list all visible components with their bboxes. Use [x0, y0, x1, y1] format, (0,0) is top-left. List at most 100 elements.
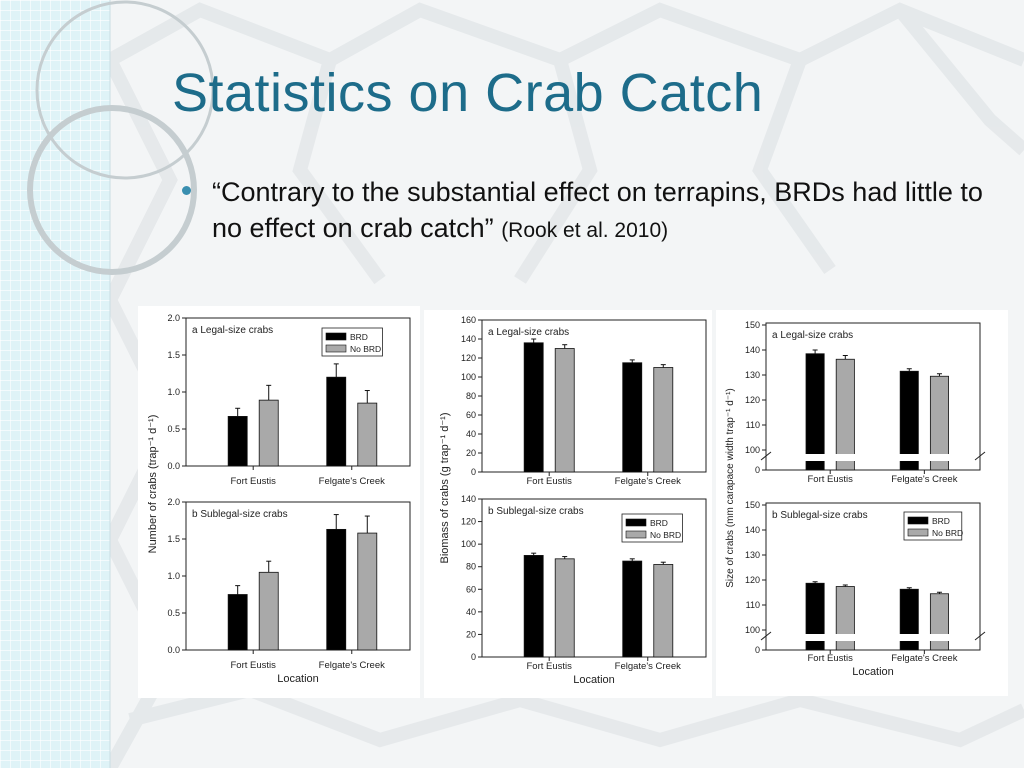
- bar: [258, 571, 279, 651]
- x-tick-label: Felgate's Creek: [615, 661, 681, 672]
- legend-label: No BRD: [932, 528, 963, 538]
- panel-title: b Sublegal-size crabs: [772, 510, 868, 521]
- y-tick-label: 0: [471, 652, 476, 662]
- panel-title: b Sublegal-size crabs: [192, 509, 288, 520]
- legend-label: No BRD: [650, 530, 681, 540]
- legend-label: BRD: [932, 516, 950, 526]
- y-tick-label: 80: [466, 562, 476, 572]
- x-axis-label: Location: [852, 666, 894, 678]
- bar: [357, 402, 378, 467]
- bar: [523, 342, 544, 473]
- y-tick-label: 130: [745, 370, 760, 380]
- axis-break-band: [767, 634, 979, 641]
- bar: [227, 594, 248, 651]
- y-tick-label: 110: [746, 420, 760, 430]
- y-tick-label: 80: [466, 391, 476, 401]
- bar: [357, 532, 378, 651]
- y-tick-label: 100: [461, 372, 476, 382]
- y-tick-label: 20: [466, 629, 476, 639]
- y-tick-label: 120: [745, 575, 760, 585]
- x-tick-label: Felgate's Creek: [615, 476, 681, 487]
- y-axis-label: Number of crabs (trap⁻¹ d⁻¹): [147, 415, 159, 554]
- bar: [326, 376, 347, 467]
- y-tick-label: 60: [466, 584, 476, 594]
- y-tick-label: 120: [745, 395, 760, 405]
- bar: [554, 558, 575, 658]
- y-tick-label: 100: [745, 445, 760, 455]
- legend-label: No BRD: [350, 344, 381, 354]
- x-axis-label: Location: [277, 673, 319, 685]
- legend-swatch: [907, 516, 929, 525]
- bullet-quote: “Contrary to the substantial effect on t…: [212, 177, 983, 243]
- y-tick-label: 0.0: [167, 461, 180, 471]
- axis-break-mark: [974, 631, 986, 641]
- slide-title: Statistics on Crab Catch: [172, 63, 764, 123]
- y-axis-label: Biomass of crabs (g trap⁻¹ d⁻¹): [439, 413, 451, 564]
- y-tick-label: 140: [745, 525, 760, 535]
- y-tick-label: 0.0: [167, 645, 180, 655]
- bar: [653, 564, 674, 658]
- x-tick-label: Fort Eustis: [807, 653, 853, 664]
- legend-label: BRD: [650, 518, 668, 528]
- bar: [805, 353, 825, 471]
- bar: [258, 399, 279, 467]
- y-tick-label: 0: [471, 467, 476, 477]
- bar: [653, 367, 674, 473]
- y-tick-label: 1.5: [167, 350, 180, 360]
- y-tick-label: 20: [466, 448, 476, 458]
- y-tick-label: 40: [466, 607, 476, 617]
- x-tick-label: Felgate's Creek: [319, 660, 385, 671]
- y-tick-label: 60: [466, 410, 476, 420]
- y-tick-label: 120: [461, 517, 476, 527]
- y-tick-label: 100: [461, 539, 476, 549]
- legend-swatch: [325, 344, 347, 353]
- y-tick-label: 0.5: [167, 608, 180, 618]
- y-tick-label: 140: [461, 494, 476, 504]
- bar: [326, 528, 347, 651]
- number-of-crabs-svg: 0.0 0.5 1.0 1.5 2.0 Fort Eustis Felgate's Cree…: [147, 313, 411, 685]
- x-tick-label: Fort Eustis: [230, 476, 276, 487]
- y-tick-label: 110: [746, 600, 760, 610]
- x-tick-label: Fort Eustis: [230, 660, 276, 671]
- y-tick-label: 1.5: [167, 534, 180, 544]
- panel-title: a Legal-size crabs: [772, 330, 853, 341]
- y-tick-label: 0.5: [167, 424, 180, 434]
- x-tick-label: Fort Eustis: [526, 476, 572, 487]
- bar: [523, 555, 544, 658]
- figure-biomass-of-crabs: 0 20 40 60 80 100 120 140 160 Fort Eustis Felgate'…: [424, 310, 712, 698]
- y-tick-label: 1.0: [167, 387, 180, 397]
- x-tick-label: Felgate's Creek: [319, 476, 385, 487]
- y-tick-label: 160: [461, 315, 476, 325]
- axis-break-mark: [760, 631, 772, 641]
- y-tick-label: 120: [461, 353, 476, 363]
- bar: [929, 593, 949, 651]
- legend-swatch: [625, 518, 647, 527]
- y-tick-label: 1.0: [167, 571, 180, 581]
- y-tick-label: 140: [745, 345, 760, 355]
- y-tick-label: 2.0: [167, 313, 180, 323]
- x-tick-label: Felgate's Creek: [891, 474, 957, 485]
- biomass-of-crabs-svg: 0 20 40 60 80 100 120 140 160 Fort Eustis Felgate'…: [439, 315, 707, 686]
- legend-swatch: [907, 528, 929, 537]
- axis-break-band: [767, 454, 979, 461]
- y-tick-label: 40: [466, 429, 476, 439]
- y-tick-label: 150: [745, 320, 760, 330]
- panel-title: b Sublegal-size crabs: [488, 506, 584, 517]
- panel-title: a Legal-size crabs: [488, 327, 569, 338]
- y-tick-label: 2.0: [167, 497, 180, 507]
- panel-title: a Legal-size crabs: [192, 325, 273, 336]
- bar: [554, 348, 575, 473]
- x-axis-label: Location: [573, 674, 615, 686]
- axis-break-mark: [760, 451, 772, 461]
- axis-break-mark: [974, 451, 986, 461]
- figure-size-of-crabs: 0 100 110 120 130 140 150 Fort Eustis Felgate's …: [716, 310, 1008, 696]
- bar: [622, 362, 643, 473]
- y-tick-label: 140: [461, 334, 476, 344]
- y-axis-label: Size of crabs (mm carapace width trap⁻¹ …: [725, 388, 736, 588]
- y-tick-label: 100: [745, 625, 760, 635]
- size-of-crabs-svg: 0 100 110 120 130 140 150 Fort Eustis Felgate's …: [725, 320, 986, 678]
- bullet-dot-icon: [182, 186, 191, 195]
- x-tick-label: Felgate's Creek: [891, 653, 957, 664]
- y-tick-label: 0: [755, 465, 760, 475]
- x-tick-label: Fort Eustis: [526, 661, 572, 672]
